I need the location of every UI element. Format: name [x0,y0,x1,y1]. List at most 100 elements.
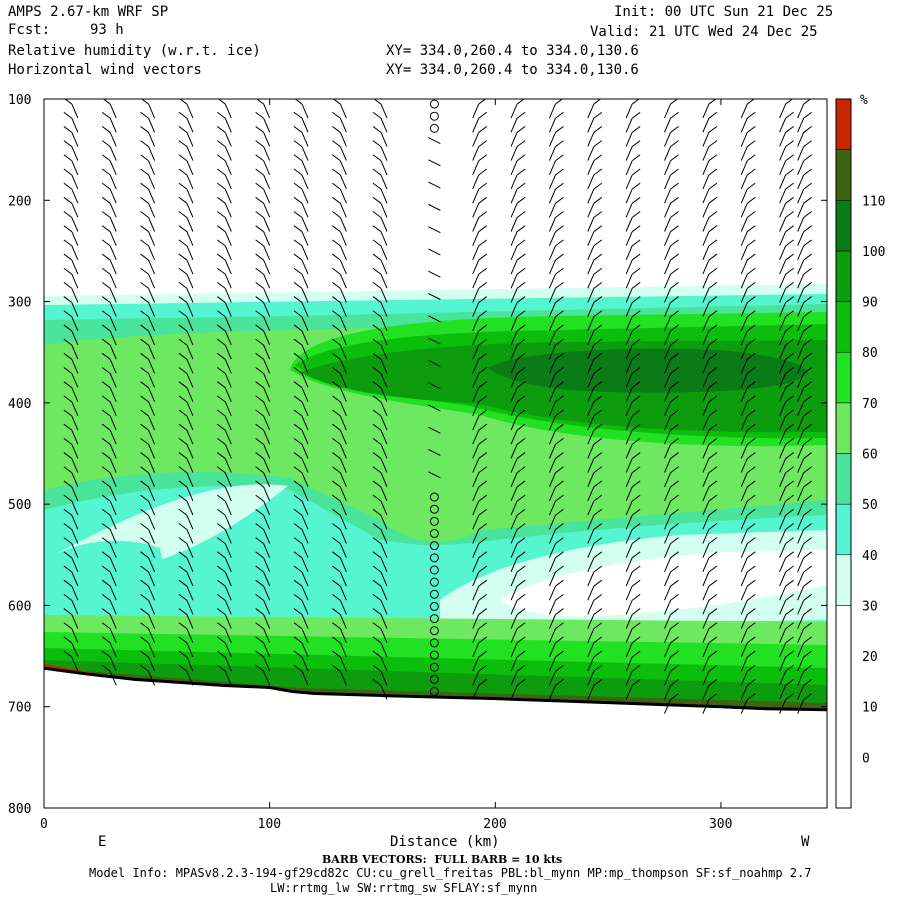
barb-flag [63,622,73,630]
barb-shaft [339,118,347,133]
barb-shaft [339,330,347,346]
barb-shaft [779,231,787,246]
barb-flag [708,679,718,686]
barb-shaft [510,529,518,544]
barb-shaft [71,529,79,544]
calm-circle [429,638,439,648]
barb-shaft [779,160,787,175]
barb-shaft [702,656,710,672]
barb-flag [372,423,382,431]
barb-flag [178,182,188,190]
barb-flag [178,111,188,119]
barb-flag [803,367,812,374]
barb-shaft [109,500,117,516]
barb-flag [178,126,188,133]
barb-flag [255,140,264,148]
barb-flag [63,239,73,247]
barb-flag [101,523,111,530]
barb-flag [178,551,188,559]
barb-shaft [71,160,79,175]
barb-flag [670,338,679,346]
barb-shaft [510,656,518,672]
barb-shaft [186,373,194,388]
barb-flag [293,466,303,474]
barb-shaft [510,628,518,643]
barb-flag [593,409,603,417]
barb-flag [746,168,756,176]
barb-flag [785,565,794,573]
barb-flag [631,239,641,247]
barb-flag [216,480,226,488]
barb-shaft [186,671,194,686]
barb-shaft [510,685,518,700]
barb-shaft [109,486,117,502]
barb-shaft [702,671,710,686]
barb-shaft [301,274,309,289]
barb-flag [631,409,641,417]
barb-shaft [186,444,194,459]
barb-flag [63,196,73,204]
barb-flag [216,111,226,119]
barb-flag [631,593,641,601]
colorbar-tick-label: 100 [862,245,885,260]
barb-shaft [148,288,156,303]
barb-flag [785,664,794,672]
barb-flag [140,267,149,275]
barb-column-275 [664,99,679,714]
calm-circle [429,626,439,636]
barb-shaft [186,585,194,601]
barb-shaft [779,571,787,587]
barb-shaft [587,472,595,487]
barb-flag [555,267,564,275]
barb-flag [708,664,718,672]
barb-flag [293,650,303,658]
barb-shaft [510,359,518,374]
barb-shaft [380,330,388,346]
barb-flag [63,409,73,417]
barb-shaft [186,387,194,402]
barb-shaft [740,444,748,459]
barb-flag [708,565,718,573]
barb-flag [216,579,226,587]
barb-shaft [779,103,787,119]
barb-shaft [664,472,671,487]
barb-shaft [510,259,518,275]
barb-shaft [301,132,309,147]
barb-shaft [472,543,480,558]
barb-flag [216,508,226,516]
barb-shaft [740,656,748,672]
calm-circle [429,111,439,121]
barb-shaft [472,203,480,218]
x-tick-label: 100 [258,817,281,832]
barb-shaft [339,103,347,119]
barb-column-49 [140,99,156,686]
barb-flag [478,409,488,417]
barb-flag [803,225,812,233]
barb-flag [255,480,264,488]
barb-flag [631,381,641,389]
barb-flag [293,267,303,275]
barb-flag [785,636,794,644]
barb-shaft [339,316,347,331]
barb-flag [101,239,111,247]
barb-shaft [779,444,787,459]
barb-shaft [472,373,480,388]
barb-column-309 [740,99,756,714]
barb-shaft [224,585,232,601]
barb-short [428,404,441,412]
barb-shaft [472,174,480,190]
barb-shaft [186,642,194,658]
barb-shaft [263,671,271,686]
barb-flag [670,466,679,474]
barb-flag [785,126,794,133]
barb-flag [478,225,488,233]
colorbar-tick-label: 70 [862,397,878,412]
barb-shaft [779,344,787,360]
barb-flag [216,282,226,289]
colorbar-tick-label: 40 [862,549,878,564]
barb-shaft [301,174,309,190]
barb-flag [708,324,718,332]
barb-shaft [301,231,309,246]
barb-flag [746,395,756,403]
calm-circle [429,601,439,611]
